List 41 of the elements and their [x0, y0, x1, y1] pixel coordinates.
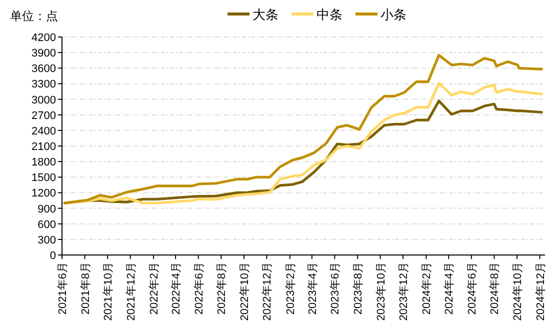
x-tick-label: 2021年12月: [125, 262, 138, 321]
x-tick-label: 2022年12月: [262, 262, 274, 321]
x-tick-label: 2023年10月: [375, 262, 388, 321]
x-tick-label: 2024年2月: [421, 262, 434, 315]
y-tick-label: 2700: [32, 110, 56, 122]
x-tick-label: 2023年4月: [306, 262, 319, 315]
y-tick-label: 1500: [32, 172, 56, 184]
x-tick-label: 2023年8月: [352, 262, 364, 315]
y-tick-label: 2100: [32, 141, 56, 153]
y-tick-label: 900: [38, 203, 56, 216]
y-tick-label: 2400: [32, 125, 56, 138]
x-tick-label: 2022年2月: [148, 262, 161, 315]
legend-label: 大条: [252, 7, 278, 22]
x-tick-label: 2024年12月: [534, 262, 547, 321]
x-tick-label: 2022年10月: [238, 262, 251, 321]
x-tick-label: 2022年4月: [170, 262, 183, 315]
x-tick-label: 2021年10月: [102, 262, 115, 321]
y-tick-label: 3600: [32, 63, 56, 76]
x-tick-label: 2024年10月: [512, 262, 524, 321]
y-tick-label: 4200: [32, 32, 56, 44]
x-tick-label: 2024年8月: [489, 262, 502, 315]
y-tick-label: 1800: [32, 156, 56, 169]
x-tick-label: 2024年6月: [466, 262, 478, 315]
x-tick-label: 2023年12月: [398, 262, 410, 321]
y-tick-label: 3000: [32, 94, 56, 106]
legend-label: 中条: [316, 7, 342, 22]
y-tick-label: 0: [50, 250, 56, 262]
y-tick-label: 3300: [32, 78, 56, 91]
x-tick-label: 2024年4月: [444, 262, 456, 315]
x-tick-label: 2023年2月: [284, 262, 297, 315]
y-tick-label: 300: [38, 234, 56, 246]
y-tick-label: 600: [38, 218, 56, 231]
x-tick-label: 2021年8月: [80, 262, 92, 315]
y-tick-label: 3900: [32, 48, 56, 60]
x-tick-label: 2023年6月: [330, 262, 342, 315]
legend-label: 小条: [380, 7, 406, 22]
y-tick-label: 1200: [32, 188, 56, 200]
y-axis-title: 单位：点: [10, 9, 58, 23]
x-tick-label: 2021年6月: [57, 262, 69, 315]
x-tick-label: 2022年8月: [216, 262, 228, 315]
x-tick-label: 2022年6月: [193, 262, 206, 315]
